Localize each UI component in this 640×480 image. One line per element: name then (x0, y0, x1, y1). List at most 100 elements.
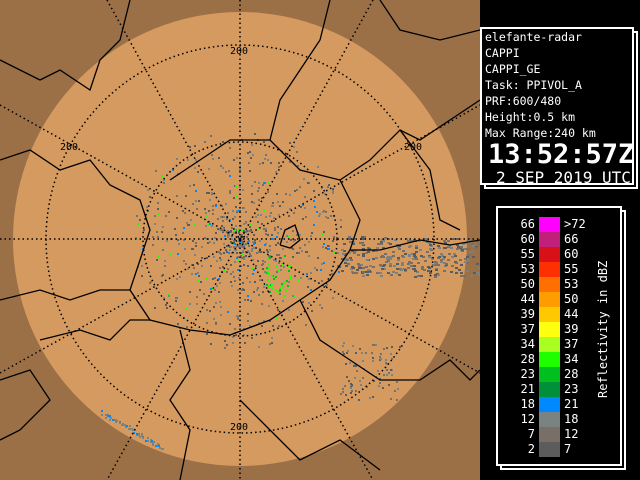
echo-pixel (296, 252, 298, 254)
echo-pixel (249, 170, 251, 172)
echo-pixel (277, 242, 279, 244)
echo-pixel (192, 203, 194, 205)
echo-pixel (206, 192, 208, 194)
range-label: 200 (404, 142, 422, 153)
echo-pixel (279, 293, 281, 295)
echo-pixel (263, 286, 265, 288)
echo-pixel (157, 236, 159, 238)
echo-pixel (322, 211, 324, 213)
echo-pixel (361, 243, 364, 245)
echo-pixel (237, 260, 239, 262)
range-rings (0, 0, 480, 480)
radar-map[interactable]: 200 200 200 200 (0, 0, 480, 480)
echo-pixel (251, 337, 253, 339)
echo-pixel (276, 254, 278, 256)
echo-pixel (281, 283, 283, 285)
echo-pixel (427, 266, 430, 268)
echo-pixel (289, 142, 291, 144)
echo-pixel (346, 259, 349, 261)
echo-pixel (264, 158, 266, 160)
echo-pixel (465, 248, 468, 250)
echo-pixel (242, 250, 244, 252)
echo-pixel (165, 215, 167, 217)
echo-pixel (362, 377, 364, 379)
echo-pixel (178, 243, 180, 245)
echo-pixel (169, 254, 171, 256)
echo-pixel (210, 288, 212, 290)
echo-pixel (269, 257, 271, 259)
echo-pixel (231, 285, 233, 287)
echo-pixel (293, 212, 295, 214)
echo-pixel (428, 242, 431, 244)
echo-pixel (183, 260, 185, 262)
echo-pixel (269, 343, 271, 345)
echo-pixel (385, 359, 387, 361)
echo-pixel (332, 188, 334, 190)
echo-pixel (427, 270, 430, 272)
echo-pixel (394, 390, 396, 392)
echo-pixel (355, 365, 357, 367)
echo-pixel (351, 250, 354, 252)
echo-pixel (316, 269, 318, 271)
echo-pixel (298, 252, 300, 254)
echo-pixel (354, 377, 356, 379)
echo-pixel (253, 243, 255, 245)
echo-pixel (261, 303, 263, 305)
echo-pixel (345, 394, 347, 396)
echo-pixel (168, 293, 170, 295)
echo-pixel (114, 419, 116, 421)
echo-pixel (438, 256, 441, 258)
echo-pixel (277, 291, 279, 293)
echo-pixel (348, 236, 351, 238)
echo-pixel (257, 221, 259, 223)
echo-pixel (189, 146, 191, 148)
echo-pixel (234, 216, 236, 218)
echo-pixel (384, 253, 387, 255)
echo-pixel (218, 291, 220, 293)
echo-pixel (234, 239, 236, 241)
echo-pixel (349, 362, 351, 364)
echo-pixel (249, 226, 251, 228)
echo-pixel (219, 282, 221, 284)
echo-pixel (210, 343, 212, 345)
echo-pixel (390, 256, 393, 258)
echo-pixel (204, 208, 206, 210)
echo-pixel (204, 237, 206, 239)
echo-pixel (152, 244, 154, 246)
echo-pixel (199, 289, 201, 291)
echo-pixel (369, 265, 372, 267)
legend-high: 34 (564, 352, 579, 366)
echo-pixel (254, 133, 256, 135)
echo-pixel (223, 270, 225, 272)
echo-pixel (286, 241, 288, 243)
echo-pixel (195, 245, 197, 247)
echo-pixel (174, 228, 176, 230)
echo-pixel (380, 358, 382, 360)
echo-pixel (280, 265, 282, 267)
echo-pixel (215, 302, 217, 304)
echo-pixel (141, 433, 143, 435)
radar-name: elefante-radar (485, 30, 582, 44)
echo-pixel (256, 289, 258, 291)
echo-pixel (214, 289, 216, 291)
echo-pixel (215, 232, 217, 234)
echo-pixel (271, 342, 273, 344)
echo-pixel (259, 248, 261, 250)
echo-pixel (183, 239, 185, 241)
echo-pixel (187, 159, 189, 161)
echo-pixel (269, 245, 271, 247)
echo-pixel (398, 245, 401, 247)
echo-pixel (278, 166, 280, 168)
echo-pixel (476, 263, 479, 265)
echo-pixel (358, 265, 361, 267)
echo-pixel (147, 210, 149, 212)
echo-pixel (156, 259, 158, 261)
echo-pixel (269, 291, 271, 293)
echo-pixel (251, 193, 253, 195)
legend-swatch (539, 442, 560, 457)
echo-pixel (205, 215, 207, 217)
echo-pixel (355, 352, 357, 354)
echo-pixel (413, 253, 416, 255)
echo-pixel (429, 244, 432, 246)
echo-pixel (185, 195, 187, 197)
